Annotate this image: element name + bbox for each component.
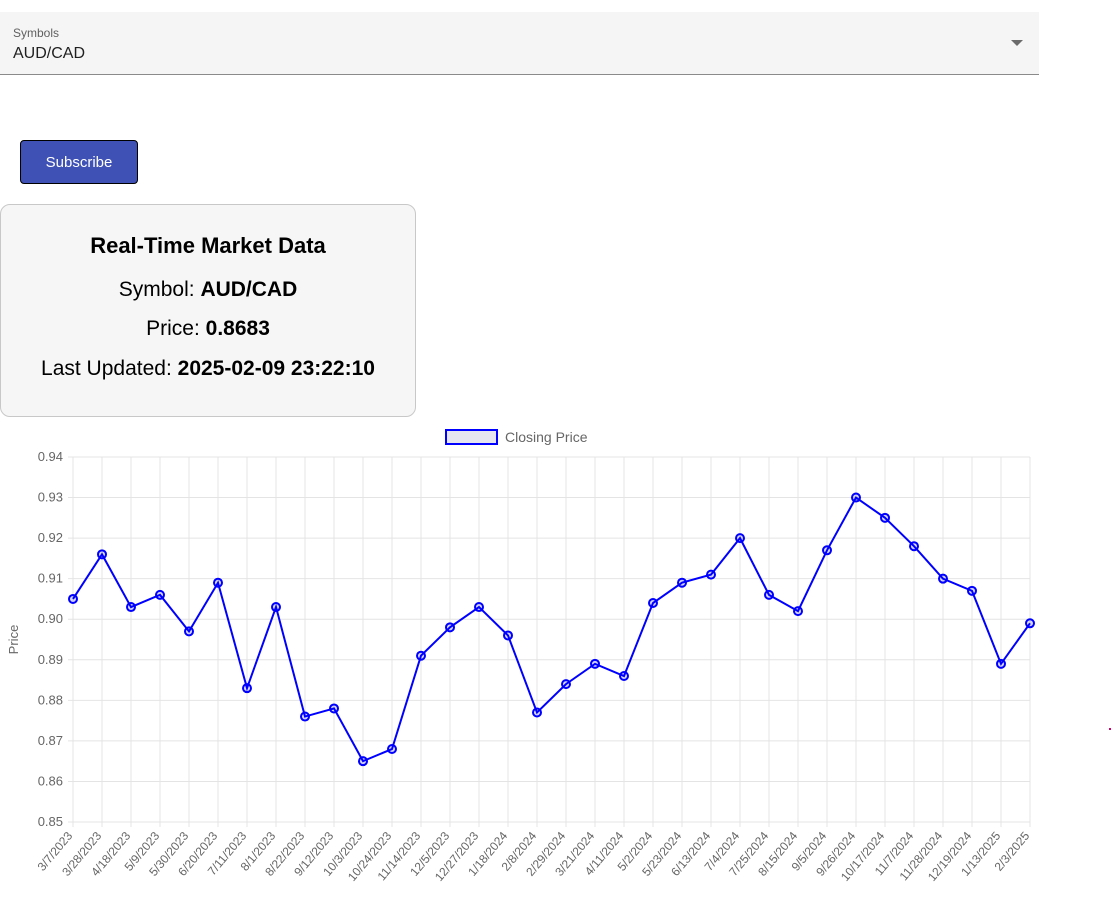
symbol-label: Symbol: [118, 278, 195, 301]
data-point [329, 703, 339, 714]
data-point [880, 512, 890, 523]
data-point [996, 658, 1006, 669]
market-data-card: Real-Time Market Data Symbol: AUD/CAD Pr… [0, 204, 416, 417]
symbol-select-value: AUD/CAD [13, 45, 86, 62]
legend-label: Closing Price [505, 429, 588, 445]
stray-dot [1109, 728, 1111, 730]
data-point [503, 630, 513, 641]
data-point [242, 683, 252, 694]
legend-swatch [445, 429, 498, 445]
data-point [590, 658, 600, 669]
data-point [387, 744, 397, 754]
data-point [155, 589, 165, 600]
data-point [909, 541, 919, 552]
y-axis-title: Price [6, 625, 21, 655]
data-point [851, 492, 861, 503]
y-tick-label: 0.94 [38, 449, 63, 464]
data-point [735, 533, 745, 544]
data-point [619, 671, 629, 681]
data-point [184, 626, 194, 637]
data-point [271, 602, 281, 613]
y-tick-label: 0.87 [38, 733, 63, 748]
symbol-select-label: Symbols [13, 26, 60, 40]
series-line [72, 496, 1031, 763]
data-point [1025, 618, 1035, 629]
data-point [532, 707, 542, 718]
y-tick-label: 0.92 [38, 530, 63, 545]
price-row: Price: 0.8683 [1, 317, 415, 341]
symbol-select[interactable]: Symbols AUD/CAD [0, 12, 1039, 75]
last-updated-row: Last Updated: 2025-02-09 23:22:10 [1, 357, 415, 381]
chevron-down-icon[interactable] [1011, 40, 1023, 46]
y-tick-label: 0.91 [38, 571, 63, 586]
y-tick-label: 0.86 [38, 773, 63, 788]
y-tick-label: 0.89 [38, 652, 63, 667]
data-point [822, 545, 832, 556]
price-label: Price: [146, 317, 200, 340]
last-updated-label: Last Updated: [41, 357, 172, 380]
data-point [416, 650, 426, 661]
data-point [358, 756, 368, 767]
y-tick-label: 0.93 [38, 490, 63, 505]
data-point [561, 679, 571, 690]
y-tick-label: 0.88 [38, 692, 63, 707]
symbol-value: AUD/CAD [200, 278, 298, 301]
data-point [126, 602, 136, 613]
data-point [213, 577, 223, 588]
last-updated-value: 2025-02-09 23:22:10 [177, 357, 375, 380]
data-point [967, 585, 977, 596]
data-point [648, 598, 658, 608]
data-point [474, 602, 484, 613]
data-point [445, 622, 455, 633]
y-tick-label: 0.85 [38, 814, 63, 829]
data-point [300, 711, 310, 722]
data-point [677, 577, 687, 588]
data-point [793, 606, 803, 617]
card-title: Real-Time Market Data [90, 233, 326, 258]
data-point [68, 593, 78, 604]
data-point [706, 569, 716, 580]
data-point [938, 573, 948, 584]
symbol-row: Symbol: AUD/CAD [1, 278, 415, 302]
y-tick-label: 0.90 [38, 611, 63, 626]
data-point [764, 589, 774, 600]
price-value: 0.8683 [205, 317, 270, 340]
closing-price-chart: 0.85 0.86 0.87 0.88 0.89 0.90 0.91 0.92 0.93 0.94… [6, 429, 1035, 884]
subscribe-button[interactable]: Subscribe [20, 140, 138, 184]
data-point [97, 549, 107, 560]
